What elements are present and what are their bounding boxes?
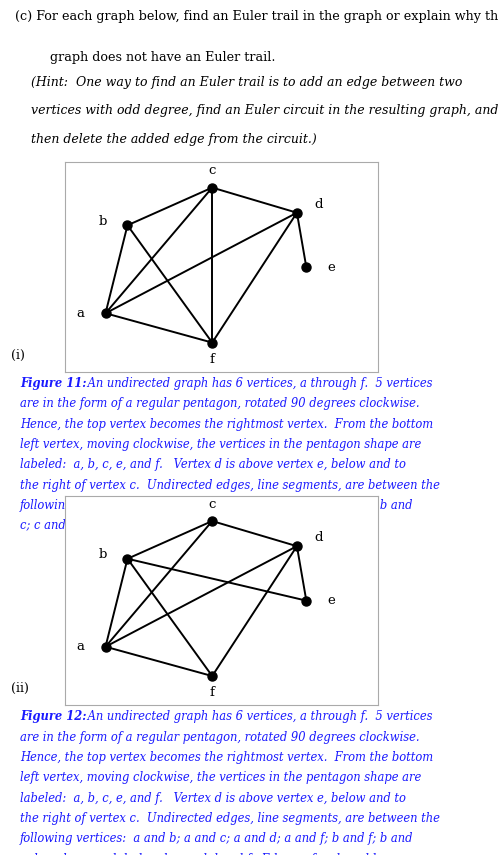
Text: c: c (209, 498, 216, 510)
Text: then delete the added edge from the circuit.): then delete the added edge from the circ… (15, 133, 317, 146)
Text: e: e (328, 594, 335, 607)
Text: (i): (i) (11, 349, 25, 362)
Text: c; c and d; c and f; d and e; and d and f.: c; c and d; c and f; d and e; and d and … (20, 519, 251, 533)
Text: Hence, the top vertex becomes the rightmost vertex.  From the bottom: Hence, the top vertex becomes the rightm… (20, 417, 433, 431)
Text: Figure 12:: Figure 12: (20, 711, 87, 723)
Text: are in the form of a regular pentagon, rotated 90 degrees clockwise.: are in the form of a regular pentagon, r… (20, 731, 419, 744)
Text: b: b (98, 215, 107, 227)
Text: left vertex, moving clockwise, the vertices in the pentagon shape are: left vertex, moving clockwise, the verti… (20, 771, 421, 784)
Text: following vertices:  a and b; a and c; a and d; a and f; b and f; b and: following vertices: a and b; a and c; a … (20, 833, 413, 846)
Text: are in the form of a regular pentagon, rotated 90 degrees clockwise.: are in the form of a regular pentagon, r… (20, 398, 419, 410)
Text: graph does not have an Euler trail.: graph does not have an Euler trail. (50, 51, 275, 64)
Text: labeled:  a, b, c, e, and f.   Vertex d is above vertex e, below and to: labeled: a, b, c, e, and f. Vertex d is … (20, 458, 406, 471)
Text: Hence, the top vertex becomes the rightmost vertex.  From the bottom: Hence, the top vertex becomes the rightm… (20, 751, 433, 764)
Text: labeled:  a, b, c, e, and f.   Vertex d is above vertex e, below and to: labeled: a, b, c, e, and f. Vertex d is … (20, 792, 406, 805)
Text: (ii): (ii) (11, 682, 29, 695)
Text: following vertices:  a and b; a and c; a and d; a and f; b and f; b and: following vertices: a and b; a and c; a … (20, 499, 413, 512)
Text: An undirected graph has 6 vertices, a through f.  5 vertices: An undirected graph has 6 vertices, a th… (84, 377, 432, 390)
Text: vertices with odd degree, find an Euler circuit in the resulting graph, and: vertices with odd degree, find an Euler … (15, 104, 498, 117)
Text: the right of vertex c.  Undirected edges, line segments, are between the: the right of vertex c. Undirected edges,… (20, 479, 440, 492)
Text: (c) For each graph below, find an Euler trail in the graph or explain why the: (c) For each graph below, find an Euler … (15, 10, 498, 23)
Text: c; b and e; c and d; d and e; and d and f.  Edges c f, a d, and b e: c; b and e; c and d; d and e; and d and … (20, 852, 390, 855)
Text: b: b (98, 548, 107, 561)
Text: (Hint:  One way to find an Euler trail is to add an edge between two: (Hint: One way to find an Euler trail is… (15, 75, 462, 89)
Text: c: c (209, 164, 216, 177)
Text: d: d (315, 198, 323, 211)
Text: An undirected graph has 6 vertices, a through f.  5 vertices: An undirected graph has 6 vertices, a th… (84, 711, 432, 723)
Text: d: d (315, 531, 323, 545)
Text: f: f (210, 687, 215, 699)
Text: the right of vertex c.  Undirected edges, line segments, are between the: the right of vertex c. Undirected edges,… (20, 812, 440, 825)
Text: f: f (210, 353, 215, 366)
Text: left vertex, moving clockwise, the vertices in the pentagon shape are: left vertex, moving clockwise, the verti… (20, 438, 421, 451)
Text: e: e (328, 261, 335, 274)
Text: Figure 11:: Figure 11: (20, 377, 87, 390)
Text: a: a (76, 640, 85, 653)
Text: a: a (76, 307, 85, 320)
